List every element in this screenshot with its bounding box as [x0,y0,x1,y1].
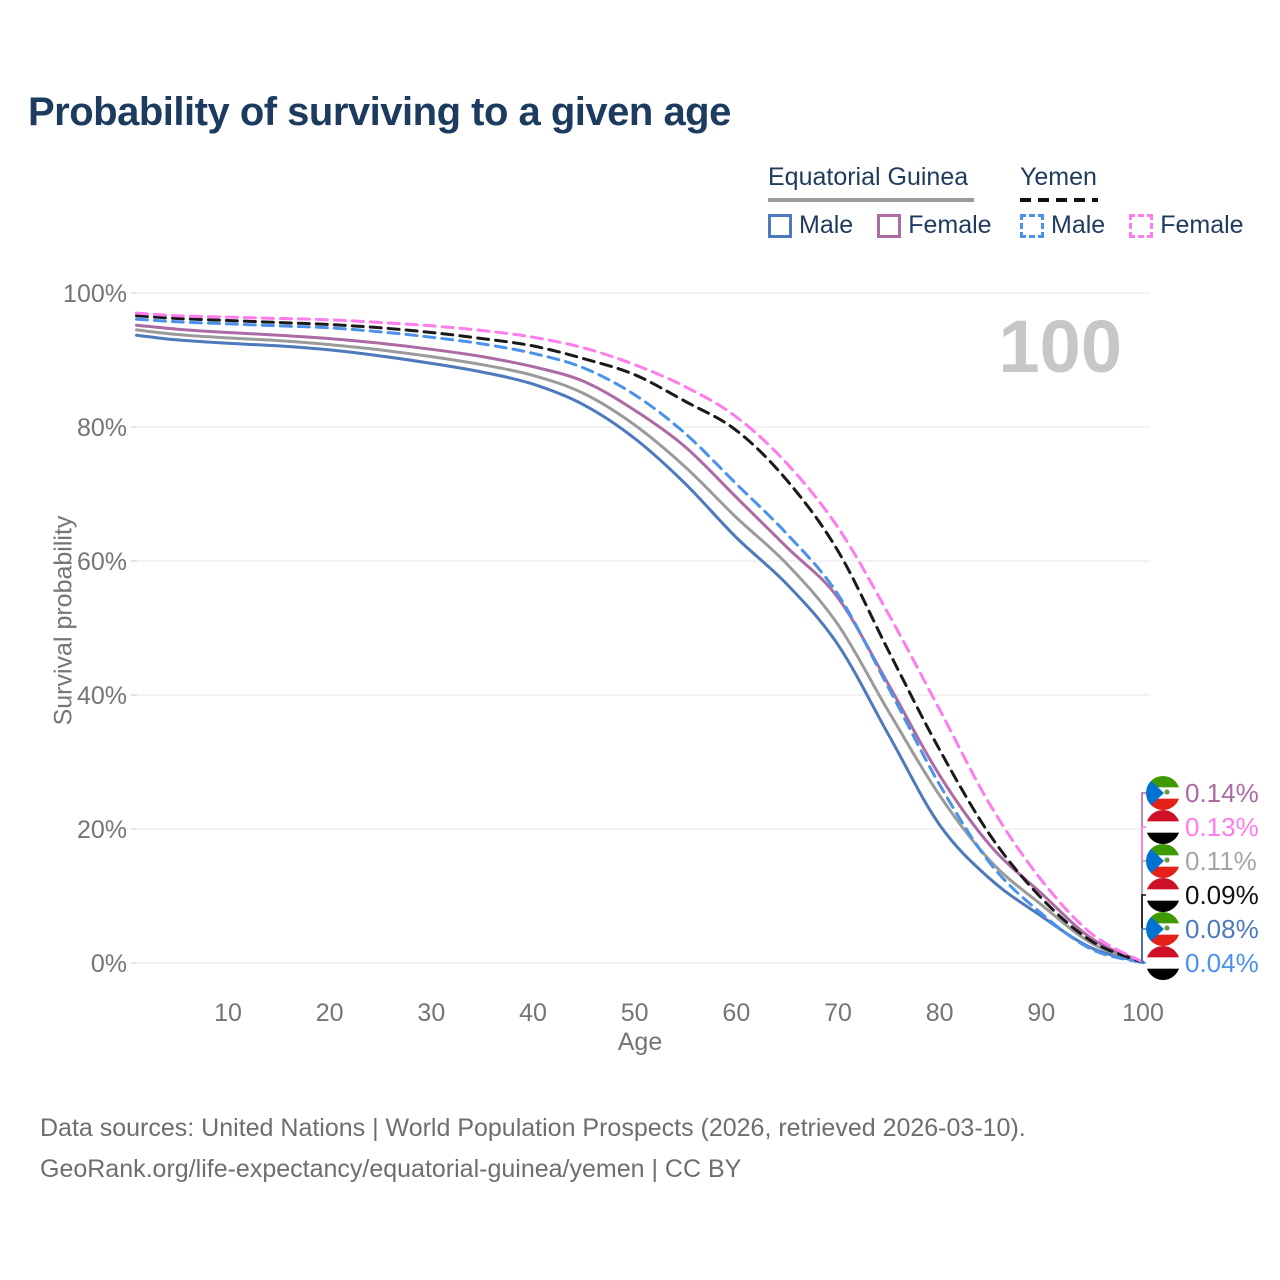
legend-item-yemen-male[interactable]: Male [1020,211,1105,240]
end-label-value-yem-male: 0.04% [1185,948,1259,978]
legend-underline-solid-line [768,198,974,202]
series-line-yem-total[interactable] [135,314,1145,964]
y-tick-label-20%: 20% [77,816,127,844]
eqg-male-swatch-icon [768,213,792,238]
end-label-yem-male[interactable]: 0.04% [1146,946,1259,981]
x-tick-label-90: 90 [1027,999,1055,1027]
x-tick-label-80: 80 [926,999,954,1027]
age-watermark: 100 [999,305,1122,388]
x-tick-label-70: 70 [824,999,852,1027]
x-tick-label-100: 100 [1122,999,1164,1027]
legend-label-yemen-male: Male [1051,211,1106,239]
x-axis-title: Age [618,1028,662,1056]
y-tick-label-60%: 60% [77,548,127,576]
yemen-female-swatch-icon [1129,213,1154,238]
equatorial-guinea-flag-icon [1146,844,1180,878]
x-tick-label-60: 60 [722,999,750,1027]
equatorial-guinea-flag-icon [1146,912,1180,946]
eqg-female-swatch-icon [877,213,902,238]
series-line-eqg-female[interactable] [135,323,1145,964]
legend-group-equatorial-guinea: Equatorial Guinea Male Female [768,163,992,240]
end-label-eqg-female[interactable]: 0.14% [1146,776,1259,811]
legend-country-yemen[interactable]: Yemen [1020,163,1097,191]
legend-item-eqg-female[interactable]: Female [877,211,992,240]
y-tick-label-0%: 0% [91,950,127,978]
yemen-male-swatch-icon [1020,213,1044,238]
connector-eqg-male [1141,928,1147,964]
end-label-value-eqg-male: 0.08% [1185,914,1259,944]
yemen-flag-icon [1146,946,1180,980]
y-tick-label-40%: 40% [77,682,127,710]
end-label-value-eqg-female: 0.14% [1185,778,1259,808]
legend-label-yemen-female: Female [1160,211,1244,239]
footer-source-url: GeoRank.org/life-expectancy/equatorial-g… [40,1155,742,1183]
end-label-yem-total[interactable]: 0.09% [1146,878,1259,913]
legend-underline-dashed-line [1020,198,1098,202]
end-label-value-yem-total: 0.09% [1185,880,1259,910]
end-label-yem-female[interactable]: 0.13% [1146,810,1259,845]
end-label-eqg-total[interactable]: 0.11% [1146,844,1257,879]
x-tick-label-40: 40 [519,999,547,1027]
y-tick-label-100%: 100% [63,280,127,308]
x-tick-label-50: 50 [621,999,649,1027]
legend-label-eqg-female: Female [908,211,992,239]
series-line-yem-male[interactable] [135,317,1145,965]
series-line-eqg-male[interactable] [135,333,1145,964]
end-label-eqg-male[interactable]: 0.08% [1146,912,1259,947]
legend-country-equatorial-guinea[interactable]: Equatorial Guinea [768,163,969,191]
legend-item-yemen-female[interactable]: Female [1129,211,1244,240]
legend-label-eqg-male: Male [799,211,854,239]
yemen-flag-icon [1146,810,1180,844]
page-title: Probability of surviving to a given age [28,90,731,134]
legend-item-eqg-male[interactable]: Male [768,211,853,240]
x-tick-label-30: 30 [417,999,445,1027]
x-tick-label-10: 10 [214,999,242,1027]
series-line-yem-female[interactable] [135,311,1145,964]
yemen-flag-icon [1146,878,1180,912]
end-label-value-yem-female: 0.13% [1185,812,1259,842]
footer-data-sources: Data sources: United Nations | World Pop… [40,1114,1026,1142]
x-tick-label-20: 20 [316,999,344,1027]
y-tick-label-80%: 80% [77,414,127,442]
end-label-value-eqg-total: 0.11% [1185,846,1257,876]
legend-group-yemen: Yemen Male Female [1020,163,1250,240]
equatorial-guinea-flag-icon [1146,776,1180,810]
chart-footer: Data sources: United Nations | World Pop… [40,1108,1026,1190]
connector-yem-male [1141,961,1147,964]
